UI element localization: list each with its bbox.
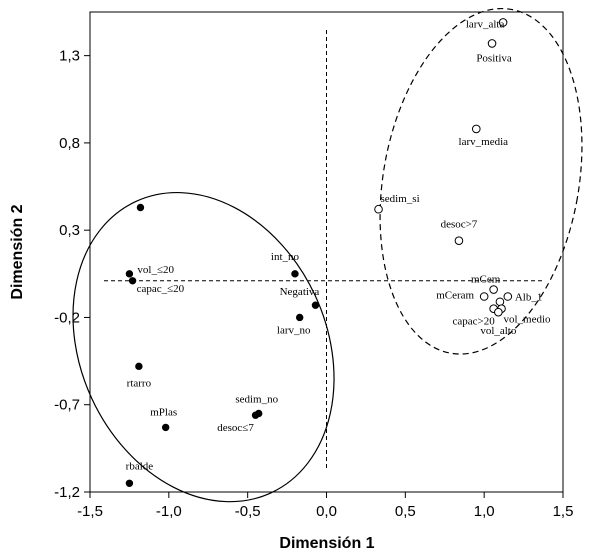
point-vol-alto <box>494 307 503 317</box>
point-label-rbalde: rbalde <box>126 460 154 472</box>
y-tick-label: 0,8 <box>59 135 80 152</box>
point-larv-alta <box>498 18 508 27</box>
point-rtarro <box>135 362 143 371</box>
point-label-larv-no: larv_no <box>277 324 311 336</box>
point-label-sedim-si: sedim_si <box>381 193 420 205</box>
point-label-desoc-7: desoc>7 <box>441 219 478 231</box>
point-negativa <box>311 301 320 309</box>
point-label-sedim-no: sedim_no <box>235 393 278 405</box>
x-tick-label: 0,0 <box>316 503 337 520</box>
data-points <box>125 18 513 487</box>
point-labels: vol_≤20 capac_≤20 int_no Negativa larv_norta… <box>126 18 551 472</box>
point-label-mceram: mCeram <box>436 290 474 302</box>
point-label-positiva: Positiva <box>476 52 512 64</box>
group-ellipses <box>72 7 583 503</box>
y-tick-label: 0,3 <box>59 222 80 239</box>
point-sedim-si <box>374 204 383 214</box>
y-axis-title: Dimensión 2 <box>9 204 26 299</box>
point-mceram <box>479 292 489 301</box>
point-desoc-7 <box>454 236 464 245</box>
point-mplas <box>161 423 170 432</box>
point-mcem <box>489 285 498 294</box>
x-axis-title: Dimensión 1 <box>279 535 374 552</box>
point-vol-20 <box>125 270 134 278</box>
point-rbalde <box>125 479 134 487</box>
point-label-rtarro: rtarro <box>127 377 152 389</box>
reference-lines <box>104 30 542 470</box>
point-label-alb-1: Alb_1 <box>515 292 543 304</box>
point-desoc-7 <box>251 411 260 419</box>
x-tick-label: 1,0 <box>474 503 495 520</box>
point-label-mplas: mPlas <box>150 406 177 418</box>
point-label-int-no: int_no <box>271 251 300 263</box>
y-tick-label: 1,3 <box>59 48 80 65</box>
point-larv-media <box>471 124 481 134</box>
point-unlabeled <box>495 297 505 307</box>
point-unlabeled <box>136 203 145 212</box>
x-tick-label: -0,5 <box>235 503 261 520</box>
point-positiva <box>487 39 497 48</box>
point-int-no <box>291 270 299 278</box>
point-label-larv-alta: larv_alta <box>466 18 505 30</box>
plot-frame <box>89 11 564 493</box>
x-tick-label: 1,5 <box>553 503 574 520</box>
point-label-capac-20: capac>20 <box>453 316 496 328</box>
point-capac-20 <box>128 277 137 285</box>
point-label-mcem: mCem <box>471 274 501 286</box>
point-label-vol-alto: vol_alto <box>480 325 517 337</box>
point-label-larv-media: larv_media <box>459 136 509 148</box>
group-ellipse-2 <box>379 7 583 355</box>
x-tick-label: 0,5 <box>395 503 416 520</box>
y-tick-label: -1,2 <box>54 484 80 501</box>
y-tick-label: -0,2 <box>54 309 80 326</box>
point-larv-no <box>295 313 304 322</box>
point-label-desoc-7: desoc≤7 <box>217 422 254 434</box>
point-alb-1 <box>503 292 513 301</box>
x-tick-label: -1,5 <box>77 503 103 520</box>
y-tick-label: -0,7 <box>54 397 80 414</box>
axis-ticks: -1,5 -1,0 -0,5 0,0 0,5 1,0 1,5 1,3 0,8 0,3 -0,2 -0,… <box>54 48 573 520</box>
point-label-negativa: Negativa <box>280 286 320 298</box>
point-label-vol-medio: vol_medio <box>504 314 552 326</box>
point-label-capac-20: capac_≤20 <box>137 283 185 295</box>
group-ellipse-1 <box>72 191 335 503</box>
x-tick-label: -1,0 <box>156 503 182 520</box>
point-label-vol-20: vol_≤20 <box>137 264 174 276</box>
